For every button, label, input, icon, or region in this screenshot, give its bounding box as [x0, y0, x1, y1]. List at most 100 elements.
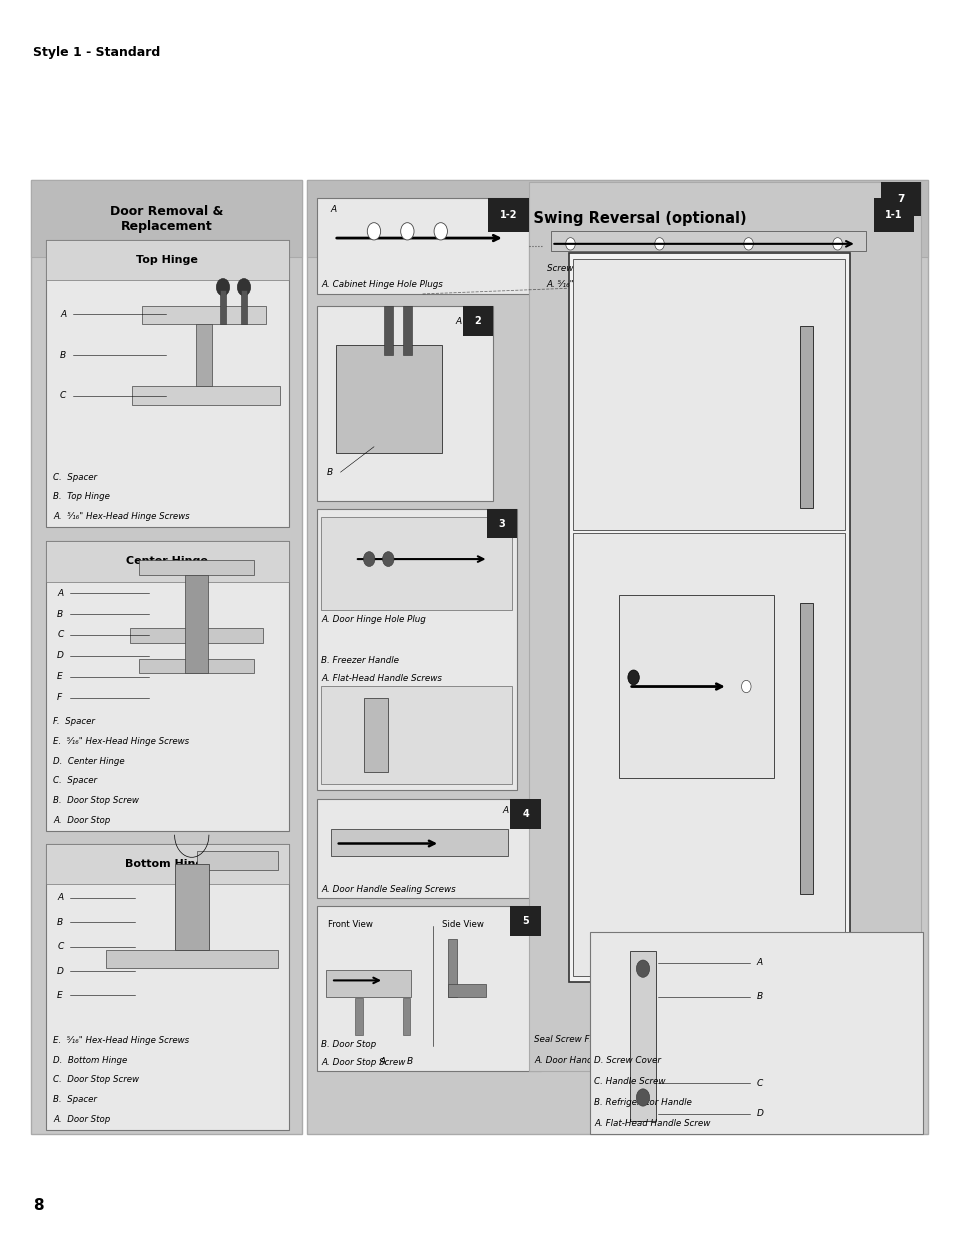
- Bar: [46, 240, 289, 280]
- Text: D: D: [57, 967, 64, 976]
- Text: D: D: [756, 1109, 762, 1118]
- Bar: [355, 998, 362, 1035]
- Text: Bottom Hinge: Bottom Hinge: [125, 858, 210, 869]
- Bar: [331, 829, 507, 856]
- Text: A.  Door Stop: A. Door Stop: [53, 816, 111, 825]
- Bar: [551, 231, 865, 251]
- Bar: [46, 541, 289, 831]
- Text: A: A: [478, 750, 484, 760]
- Bar: [316, 509, 517, 790]
- Text: B.  Spacer: B. Spacer: [53, 1095, 97, 1104]
- Bar: [402, 306, 412, 356]
- Text: B: B: [57, 918, 63, 926]
- Text: A. Door Stop Screw: A. Door Stop Screw: [321, 1058, 405, 1067]
- Bar: [241, 290, 247, 325]
- Bar: [46, 541, 289, 582]
- Bar: [529, 182, 920, 1071]
- Text: A: A: [57, 893, 63, 903]
- Text: D.  Bottom Hinge: D. Bottom Hinge: [53, 1056, 128, 1065]
- Circle shape: [654, 237, 663, 249]
- Bar: [46, 844, 289, 1130]
- Bar: [316, 306, 493, 501]
- Text: A: A: [551, 205, 557, 214]
- Circle shape: [382, 552, 394, 567]
- Text: A: A: [455, 317, 460, 326]
- Bar: [510, 906, 540, 936]
- Text: C: C: [60, 391, 67, 400]
- Text: A: A: [326, 530, 332, 538]
- Text: A: A: [502, 806, 508, 815]
- Text: B. Refrigerator Handle: B. Refrigerator Handle: [594, 1098, 692, 1107]
- Polygon shape: [130, 627, 263, 642]
- Circle shape: [434, 222, 447, 240]
- Text: A. Door Handle: A. Door Handle: [534, 1056, 599, 1065]
- Text: A: A: [330, 205, 335, 214]
- Bar: [31, 180, 302, 1134]
- Text: C. Handle Screw: C. Handle Screw: [594, 1077, 665, 1086]
- Text: Side View: Side View: [441, 920, 483, 929]
- Text: E.  ⁵⁄₁₆" Hex-Head Hinge Screws: E. ⁵⁄₁₆" Hex-Head Hinge Screws: [53, 737, 190, 746]
- Text: 8: 8: [33, 1198, 44, 1213]
- Bar: [321, 685, 512, 784]
- Bar: [462, 306, 493, 336]
- Bar: [447, 940, 456, 997]
- Text: D.  Center Hinge: D. Center Hinge: [53, 757, 125, 766]
- Text: E: E: [57, 990, 63, 1000]
- Text: B: B: [57, 610, 63, 619]
- Text: A. Door Handle Sealing Screws: A. Door Handle Sealing Screws: [321, 885, 456, 894]
- Circle shape: [237, 279, 251, 296]
- Bar: [31, 180, 302, 257]
- Text: 3: 3: [497, 519, 505, 529]
- Circle shape: [565, 237, 575, 249]
- Polygon shape: [106, 950, 277, 968]
- Bar: [220, 290, 226, 325]
- Circle shape: [636, 1089, 649, 1107]
- Text: Screws and Washers: Screws and Washers: [546, 264, 636, 273]
- Polygon shape: [132, 387, 280, 405]
- Text: E: E: [57, 672, 63, 682]
- Circle shape: [636, 960, 649, 977]
- Circle shape: [740, 680, 750, 693]
- Text: A: A: [379, 1057, 385, 1066]
- Text: B: B: [406, 1057, 412, 1066]
- Text: C.  Spacer: C. Spacer: [53, 777, 97, 785]
- Bar: [335, 346, 441, 453]
- Bar: [541, 198, 913, 294]
- Bar: [196, 325, 212, 387]
- Circle shape: [400, 222, 414, 240]
- Text: E.  ⁵⁄₁₆" Hex-Head Hinge Screws: E. ⁵⁄₁₆" Hex-Head Hinge Screws: [53, 1036, 190, 1045]
- Polygon shape: [196, 851, 277, 869]
- Bar: [488, 198, 528, 232]
- Bar: [882, 932, 923, 967]
- Text: A. Cabinet Hinge Hole Plugs: A. Cabinet Hinge Hole Plugs: [321, 280, 443, 289]
- Text: B: B: [60, 351, 66, 359]
- Text: B: B: [756, 993, 761, 1002]
- Text: A: A: [326, 699, 332, 708]
- Bar: [46, 844, 289, 884]
- Bar: [174, 863, 209, 950]
- Text: B. Door Stop: B. Door Stop: [321, 1040, 376, 1049]
- Bar: [589, 932, 923, 1134]
- Circle shape: [216, 279, 230, 296]
- Bar: [46, 240, 289, 527]
- Text: C: C: [57, 630, 64, 640]
- Text: 5: 5: [521, 916, 529, 926]
- Circle shape: [367, 222, 380, 240]
- Bar: [185, 574, 208, 673]
- Text: Seal Screw Front: Seal Screw Front: [534, 1035, 607, 1044]
- Bar: [316, 799, 540, 898]
- Text: A: A: [756, 958, 761, 967]
- Text: Door Swing Reversal (optional): Door Swing Reversal (optional): [488, 211, 746, 226]
- Text: Top Hinge: Top Hinge: [136, 254, 198, 266]
- Circle shape: [363, 552, 375, 567]
- Text: B. Freezer Handle: B. Freezer Handle: [321, 656, 399, 664]
- Bar: [799, 603, 812, 894]
- Text: C: C: [756, 1079, 762, 1088]
- Text: 1-2: 1-2: [499, 210, 517, 220]
- Text: B.  Door Stop Screw: B. Door Stop Screw: [53, 797, 139, 805]
- Text: A: A: [57, 589, 63, 598]
- Bar: [326, 969, 411, 997]
- Text: Front View: Front View: [328, 920, 373, 929]
- Bar: [880, 182, 920, 216]
- Bar: [307, 180, 927, 1134]
